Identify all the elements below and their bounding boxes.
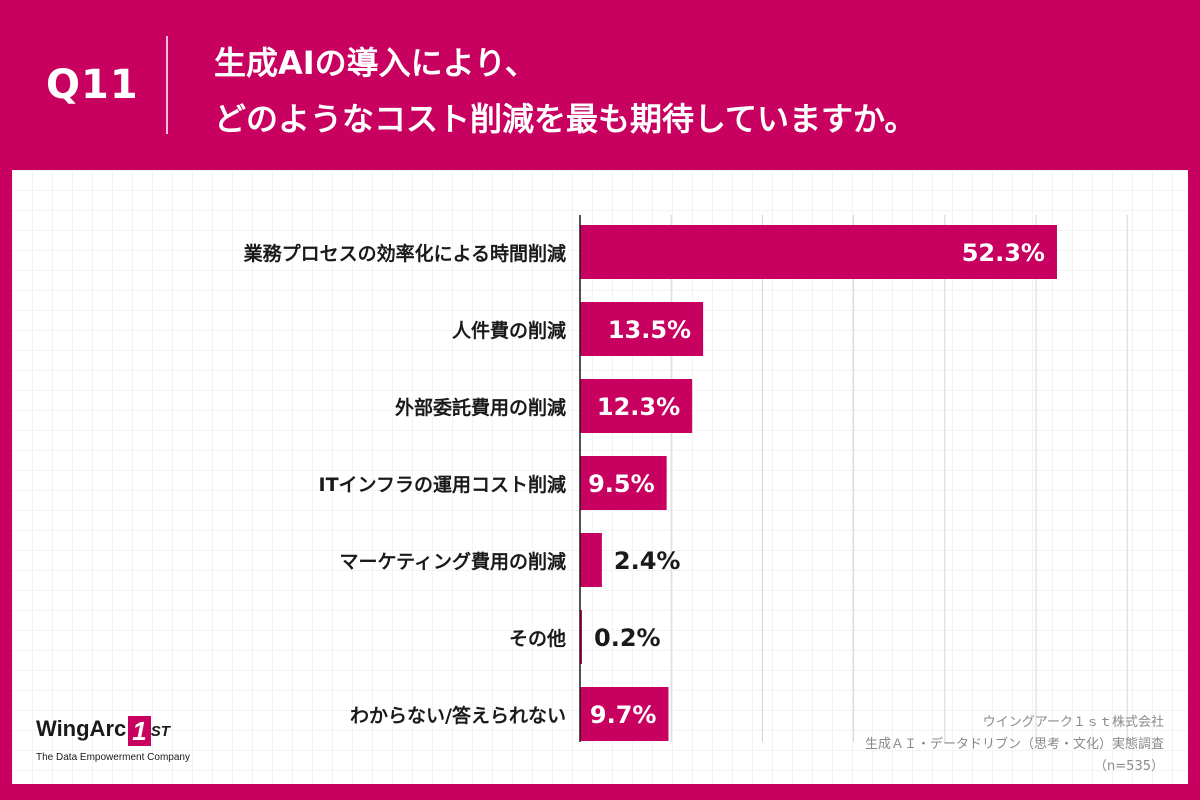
logo-suffix: ST [150,723,170,740]
bar [580,456,667,510]
question-title-line1: 生成AIの導入により、 [214,44,537,82]
header-divider [166,36,168,134]
category-label: 業務プロセスの効率化による時間削減 [243,242,566,265]
category-label: わからない/答えられない [350,704,566,727]
question-header: Q11 生成AIの導入により、 どのようなコスト削減を最も期待していますか。 [0,0,1200,168]
bar [580,302,704,356]
bar [580,225,1057,279]
logo-tagline: The Data Empowerment Company [36,752,190,763]
category-label: 人件費の削減 [452,319,566,342]
logo-mark: 1 [128,716,151,746]
source-sample-size: （n=535） [1094,759,1164,774]
data-label: 9.5% [588,470,655,498]
bar [580,610,582,664]
bar [580,687,669,741]
chart-panel: 業務プロセスの効率化による時間削減 52.3% 人件費の削減 13.5% 外部委託費用の… [12,170,1188,784]
data-label: 12.3% [597,393,680,421]
category-label: その他 [509,627,566,650]
bar [580,533,602,587]
data-label: 52.3% [962,239,1045,267]
bar [580,379,693,433]
data-label: 9.7% [590,701,657,729]
data-label: 13.5% [608,316,691,344]
category-label: ITインフラの運用コスト削減 [319,473,566,496]
source-note: ウイングアーク１ｓｔ株式会社 生成ＡＩ・データドリブン（思考・文化）実態調査 （… [865,712,1164,778]
question-title-line2: どのようなコスト削減を最も期待していますか。 [214,100,917,138]
source-company: ウイングアーク１ｓｔ株式会社 [982,715,1164,730]
category-label: マーケティング費用の削減 [340,550,566,573]
category-label: 外部委託費用の削減 [395,396,566,419]
bar-chart: 業務プロセスの効率化による時間削減 52.3% 人件費の削減 13.5% 外部委託費用の… [243,215,1128,742]
source-survey: 生成ＡＩ・データドリブン（思考・文化）実態調査 [864,737,1164,752]
question-number: Q11 [46,62,139,108]
company-logo: WingArc 1 ST The Data Empowerment Company [36,716,190,763]
data-label: 0.2% [594,624,661,652]
logo-wordmark: WingArc [36,716,127,741]
data-label: 2.4% [614,547,681,575]
